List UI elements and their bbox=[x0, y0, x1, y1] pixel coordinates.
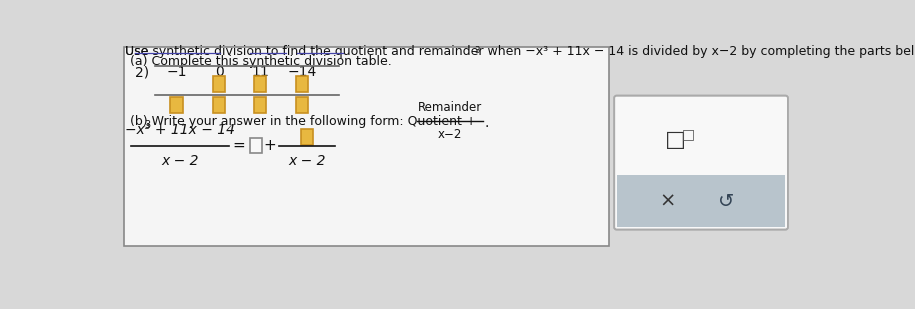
Text: 3: 3 bbox=[474, 45, 479, 55]
FancyBboxPatch shape bbox=[614, 95, 788, 230]
Text: 3: 3 bbox=[145, 120, 151, 130]
Text: x − 2: x − 2 bbox=[162, 154, 199, 168]
Bar bbox=[213, 76, 225, 92]
Bar bbox=[213, 97, 225, 112]
Text: Use: Use bbox=[125, 45, 153, 58]
Text: −x³ + 11x − 14: −x³ + 11x − 14 bbox=[125, 123, 235, 137]
Text: □: □ bbox=[682, 127, 694, 141]
Bar bbox=[296, 76, 308, 92]
Text: +: + bbox=[263, 138, 275, 153]
Text: (a) Complete this synthetic division table.: (a) Complete this synthetic division tab… bbox=[130, 55, 392, 68]
Text: ×: × bbox=[659, 192, 675, 211]
Text: □: □ bbox=[665, 130, 686, 150]
Text: x−2: x−2 bbox=[437, 128, 462, 141]
Text: (b) Write your answer in the following form: Quotient +: (b) Write your answer in the following f… bbox=[130, 115, 477, 128]
Bar bbox=[170, 97, 183, 112]
Text: Remainder: Remainder bbox=[417, 101, 481, 114]
Text: ↺: ↺ bbox=[718, 192, 735, 211]
Text: 11: 11 bbox=[252, 66, 269, 79]
Text: 2): 2) bbox=[135, 66, 148, 79]
Bar bbox=[250, 138, 263, 153]
Text: Use synthetic division to find the quotient and remainder when −x³ + 11x − 14 is: Use synthetic division to find the quoti… bbox=[125, 45, 915, 58]
Text: 0: 0 bbox=[215, 66, 223, 79]
Text: x − 2: x − 2 bbox=[288, 154, 326, 168]
Bar bbox=[124, 47, 608, 246]
Bar bbox=[618, 175, 785, 226]
Bar bbox=[253, 76, 266, 92]
Text: =: = bbox=[232, 138, 244, 153]
Text: .: . bbox=[485, 116, 490, 129]
Bar bbox=[253, 97, 266, 112]
Bar bbox=[296, 97, 308, 112]
Text: −14: −14 bbox=[287, 66, 317, 79]
Text: −1: −1 bbox=[167, 66, 187, 79]
Bar bbox=[301, 129, 313, 145]
